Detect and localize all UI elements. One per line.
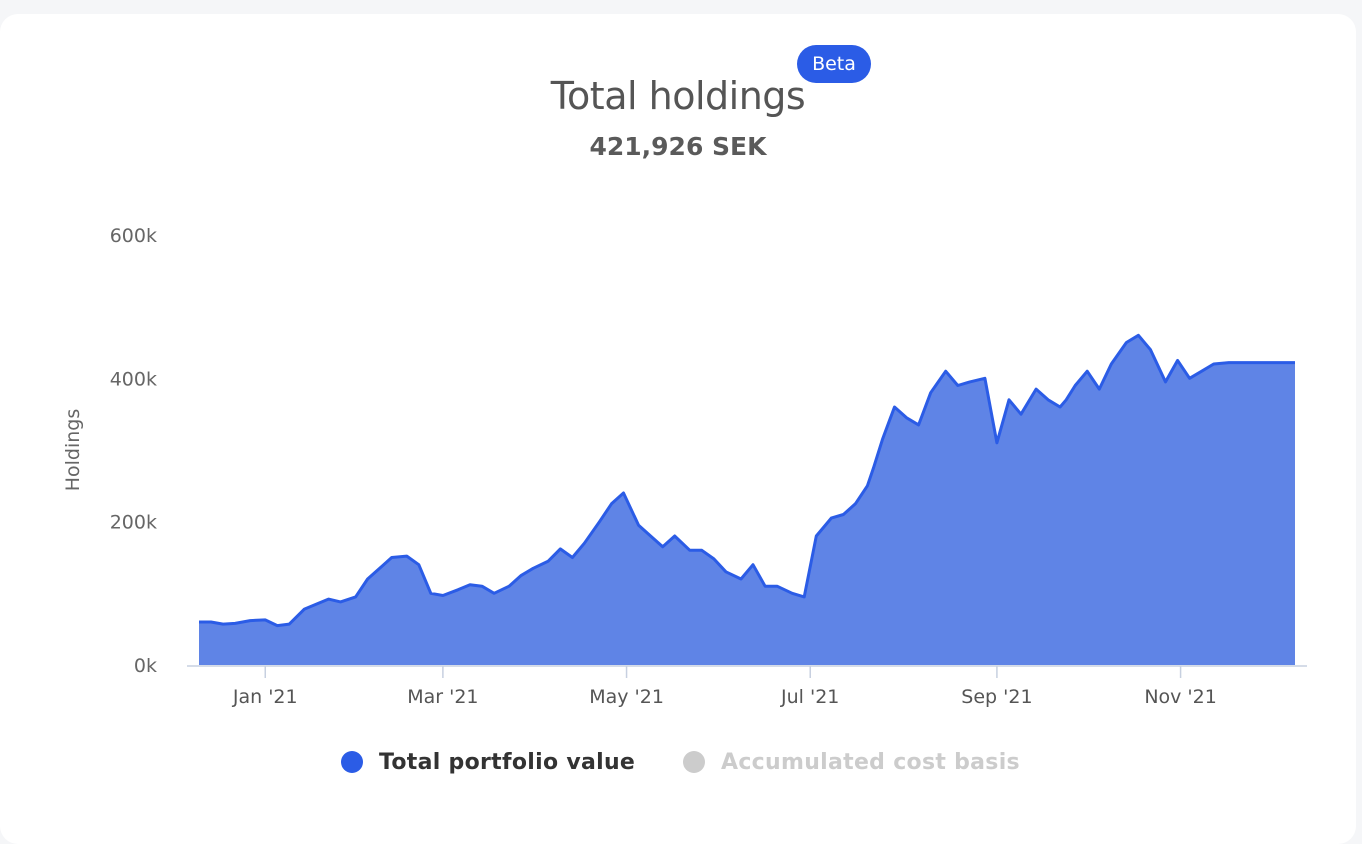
- legend-label: Accumulated cost basis: [721, 749, 1020, 775]
- x-tick-label: Jul '21: [780, 686, 839, 708]
- y-axis-labels: 0k 200k 400k 600k: [110, 225, 157, 677]
- legend: Total portfolio value Accumulated cost b…: [0, 744, 1356, 780]
- total-value: 421,926 SEK: [589, 132, 767, 161]
- x-tick-label: Mar '21: [407, 686, 478, 708]
- plot-area[interactable]: [199, 333, 1295, 665]
- y-tick-label: 0k: [134, 655, 157, 677]
- legend-item-accumulated-cost-basis[interactable]: Accumulated cost basis: [683, 744, 1020, 780]
- y-tick-label: 200k: [110, 512, 157, 534]
- x-tick-label: Nov '21: [1144, 686, 1217, 708]
- chart-title: Total holdings: [550, 74, 806, 118]
- legend-item-total-portfolio-value[interactable]: Total portfolio value: [341, 744, 635, 780]
- x-axis-ticks: Jan '21 Mar '21 May '21 Jul '21 Sep '21 Nov '…: [232, 666, 1217, 708]
- x-tick-label: May '21: [589, 686, 664, 708]
- legend-dot-icon: [341, 751, 363, 773]
- y-tick-label: 600k: [110, 225, 157, 247]
- beta-badge: Beta: [797, 45, 871, 83]
- x-tick-label: Jan '21: [232, 686, 298, 708]
- y-axis-title: Holdings: [62, 409, 84, 492]
- series-line-total-portfolio-value[interactable]: [199, 333, 1295, 628]
- series-area-total-portfolio-value[interactable]: [199, 335, 1295, 665]
- legend-dot-icon: [683, 751, 705, 773]
- y-tick-label: 400k: [110, 368, 157, 390]
- x-tick-label: Sep '21: [961, 686, 1032, 708]
- legend-label: Total portfolio value: [379, 749, 636, 775]
